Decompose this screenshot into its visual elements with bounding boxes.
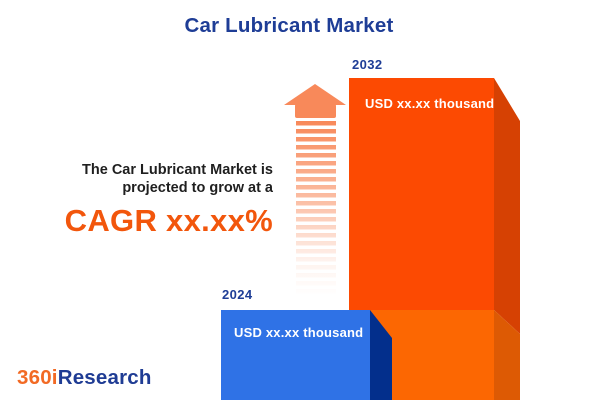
bar-2032-year-label: 2032 [352, 57, 383, 72]
cagr-value: CAGR xx.xx% [64, 203, 273, 238]
growth-annotation-line2: projected to grow at a [122, 179, 273, 196]
growth-arrow-icon [284, 84, 347, 297]
growth-annotation-line1: The Car Lubricant Market is [82, 162, 273, 178]
bar-2024-value-label: USD xx.xx thousand [234, 325, 364, 340]
bar-2024 [221, 310, 392, 400]
growth-annotation: The Car Lubricant Market is projected to… [0, 162, 273, 239]
bar-2024-year-label: 2024 [222, 287, 253, 302]
bar-2024-side [370, 310, 392, 400]
bar-2032-side-bottom [494, 310, 520, 400]
logo-prefix: 360i [17, 366, 58, 389]
bar-2024-face [221, 310, 370, 400]
bar-2032-value-label: USD xx.xx thousand [365, 96, 495, 111]
logo-360iresearch: 360iResearch [17, 366, 152, 390]
arrow-fade-overlay [294, 121, 338, 297]
arrow-stem [295, 104, 336, 118]
bar-2032-face-top [349, 78, 494, 310]
arrow-head [284, 84, 346, 105]
logo-suffix: Research [57, 366, 152, 389]
page-title: Car Lubricant Market [184, 14, 394, 37]
bar-2032-side-top [494, 78, 520, 334]
